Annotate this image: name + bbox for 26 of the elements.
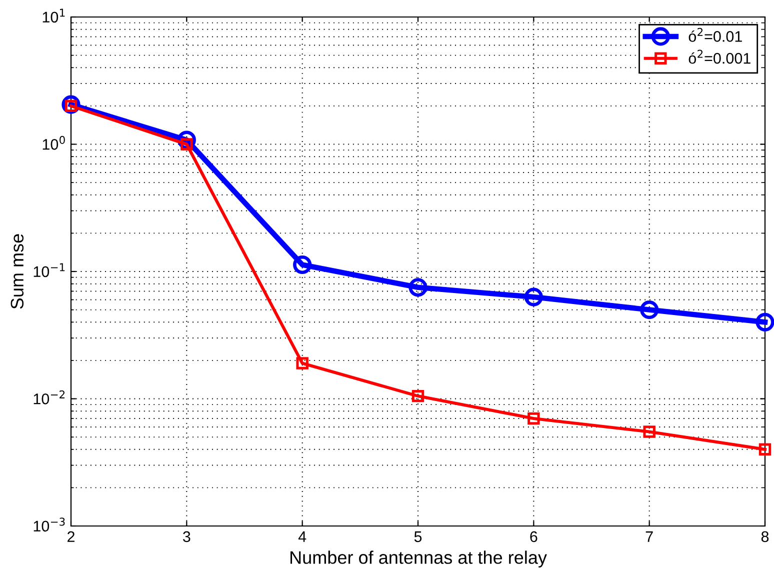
x-tick-label: 5: [414, 531, 422, 542]
y-tick-label: 10$^{0}$: [42, 136, 65, 150]
point: [296, 357, 308, 370]
y-tick-label: 10$^{−2}$: [34, 390, 65, 404]
y-axis-title: Sum mse: [10, 234, 24, 309]
point: [758, 443, 772, 456]
x-tick-label: 7: [646, 531, 653, 542]
x-axis-title: Number of antennas at the relay: [290, 550, 547, 568]
point: [640, 300, 659, 320]
x-tick-label: 2: [68, 531, 74, 542]
y-tick-label: 10$^{−3}$: [34, 518, 65, 532]
legend-label: ó$^{2}$=0.001: [688, 50, 750, 64]
point: [408, 278, 428, 297]
point: [524, 288, 543, 306]
x-tick-label: 4: [298, 531, 306, 542]
point: [643, 426, 656, 438]
y-tick-label: 10$^{−1}$: [34, 263, 65, 278]
y-tick-label: 10$^{1}$: [42, 8, 65, 23]
point: [528, 412, 540, 425]
point: [756, 312, 774, 332]
point: [293, 255, 312, 274]
x-tick-label: 3: [183, 531, 190, 542]
point: [412, 390, 424, 402]
legend-label: ó$^{2}$=0.01: [688, 28, 742, 42]
x-tick-label: 8: [761, 531, 769, 542]
x-tick-label: 6: [530, 531, 538, 542]
